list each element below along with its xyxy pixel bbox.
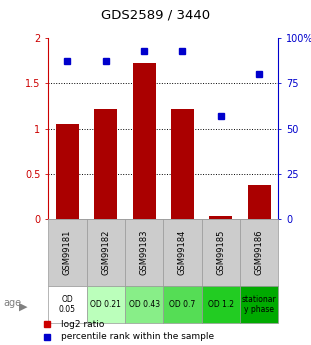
Bar bbox=[202, 286, 240, 323]
Text: OD
0.05: OD 0.05 bbox=[59, 295, 76, 314]
Bar bbox=[163, 219, 202, 286]
Bar bbox=[240, 219, 278, 286]
Text: GSM99181: GSM99181 bbox=[63, 230, 72, 275]
Bar bbox=[132, 63, 156, 219]
Text: OD 0.21: OD 0.21 bbox=[90, 300, 121, 309]
Bar bbox=[125, 219, 163, 286]
Bar bbox=[86, 219, 125, 286]
Text: percentile rank within the sample: percentile rank within the sample bbox=[61, 333, 214, 342]
Bar bbox=[48, 219, 86, 286]
Bar bbox=[48, 286, 86, 323]
Text: GSM99182: GSM99182 bbox=[101, 230, 110, 275]
Text: OD 0.7: OD 0.7 bbox=[169, 300, 196, 309]
Bar bbox=[163, 286, 202, 323]
Text: GSM99183: GSM99183 bbox=[140, 230, 149, 275]
Bar bbox=[240, 286, 278, 323]
Text: OD 1.2: OD 1.2 bbox=[208, 300, 234, 309]
Text: GSM99185: GSM99185 bbox=[216, 230, 225, 275]
Bar bbox=[86, 286, 125, 323]
Bar bbox=[94, 109, 117, 219]
Text: log2 ratio: log2 ratio bbox=[61, 320, 104, 329]
Bar bbox=[209, 216, 232, 219]
Text: age: age bbox=[3, 298, 21, 308]
Text: ▶: ▶ bbox=[19, 301, 28, 311]
Bar bbox=[125, 286, 163, 323]
Text: GDS2589 / 3440: GDS2589 / 3440 bbox=[101, 9, 210, 22]
Bar bbox=[202, 219, 240, 286]
Text: OD 0.43: OD 0.43 bbox=[128, 300, 160, 309]
Text: GSM99184: GSM99184 bbox=[178, 230, 187, 275]
Bar bbox=[248, 185, 271, 219]
Bar bbox=[171, 109, 194, 219]
Text: GSM99186: GSM99186 bbox=[255, 230, 264, 275]
Text: stationar
y phase: stationar y phase bbox=[242, 295, 276, 314]
Bar bbox=[56, 124, 79, 219]
